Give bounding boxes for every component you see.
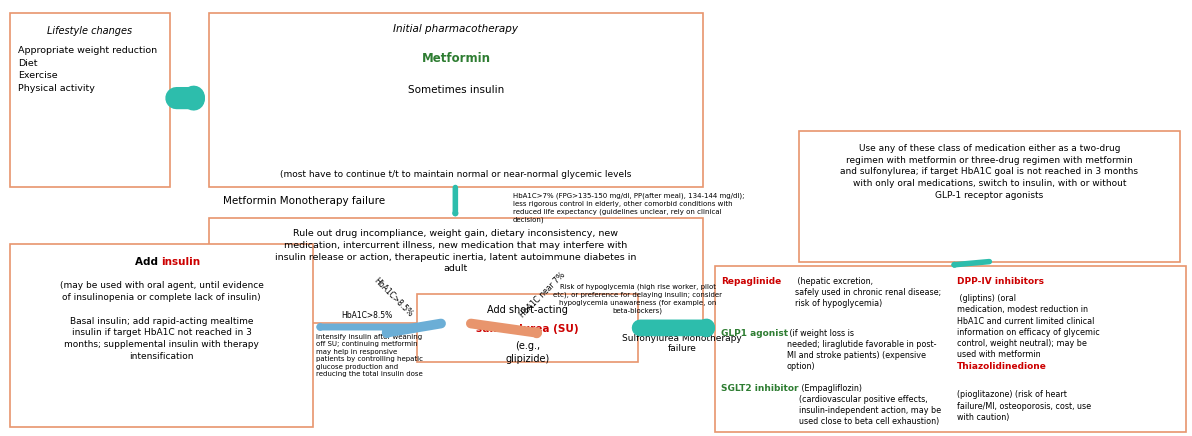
FancyBboxPatch shape (10, 13, 170, 187)
FancyBboxPatch shape (209, 13, 703, 187)
Text: Rule out drug incompliance, weight gain, dietary inconsistency, new
medication, : Rule out drug incompliance, weight gain,… (275, 229, 637, 273)
Text: Initial pharmacotherapy: Initial pharmacotherapy (393, 24, 519, 34)
Text: Sulfonylurea Monotherapy
failure: Sulfonylurea Monotherapy failure (622, 334, 741, 353)
Text: Repaglinide: Repaglinide (721, 277, 782, 286)
Text: Thiazolidinedione: Thiazolidinedione (956, 362, 1047, 371)
Text: Appropriate weight reduction
Diet
Exercise
Physical activity: Appropriate weight reduction Diet Exerci… (18, 46, 157, 93)
FancyBboxPatch shape (209, 218, 703, 323)
Text: HbA1C near 7%: HbA1C near 7% (517, 270, 567, 319)
FancyBboxPatch shape (417, 294, 638, 362)
Text: (if weight loss is
needed; liraglutide favorable in post-
MI and stroke patients: (if weight loss is needed; liraglutide f… (787, 329, 936, 371)
Text: Intensify insulin after weaning
off SU; continuing metformin
may help in respons: Intensify insulin after weaning off SU; … (316, 334, 423, 377)
Text: (Empagliflozin)
(cardiovascular positive effects,
insulin-independent action, ma: (Empagliflozin) (cardiovascular positive… (799, 384, 940, 426)
Text: HbA1C>8.5%: HbA1C>8.5% (342, 311, 392, 320)
Text: (may be used with oral agent, until evidence
of insulinopenia or complete lack o: (may be used with oral agent, until evid… (60, 281, 263, 361)
Text: Add short-acting: Add short-acting (488, 305, 567, 315)
Text: HbA1C>8.5%: HbA1C>8.5% (372, 276, 415, 319)
Text: Lifestyle changes: Lifestyle changes (48, 26, 132, 36)
Text: GLP1 agonist: GLP1 agonist (721, 329, 788, 338)
Text: Sometimes insulin: Sometimes insulin (408, 85, 504, 95)
Text: insulin: insulin (162, 257, 200, 267)
Text: SGLT2 inhibitor: SGLT2 inhibitor (721, 384, 799, 393)
Text: Use any of these class of medication either as a two-drug
regimen with metformin: Use any of these class of medication eit… (840, 144, 1138, 200)
Text: HbA1C>7% (FPG>135-150 mg/dl, PP(after meal), 134-144 mg/dl);
less rigorous contr: HbA1C>7% (FPG>135-150 mg/dl, PP(after me… (513, 193, 744, 223)
Text: (hepatic excretion,
safely used in chronic renal disease;
risk of hypoglycemia): (hepatic excretion, safely used in chron… (795, 277, 942, 308)
FancyBboxPatch shape (799, 131, 1180, 262)
Text: (gliptins) (oral
medication, modest reduction in
HbA1C and current limited clini: (gliptins) (oral medication, modest redu… (956, 294, 1099, 359)
Text: glipizide): glipizide) (505, 354, 550, 364)
Text: Metformin Monotherapy failure: Metformin Monotherapy failure (223, 196, 385, 205)
Text: (most have to continue t/t to maintain normal or near-normal glycemic levels: (most have to continue t/t to maintain n… (280, 170, 632, 179)
FancyBboxPatch shape (10, 244, 313, 427)
Text: DPP-IV inhibitors: DPP-IV inhibitors (956, 277, 1043, 286)
Text: (pioglitazone) (risk of heart
failure/MI, osteoporosis, cost, use
with caution): (pioglitazone) (risk of heart failure/MI… (956, 379, 1091, 422)
Text: Metformin: Metformin (422, 52, 490, 65)
Text: Add: Add (135, 257, 162, 267)
Text: (e.g.,: (e.g., (515, 341, 540, 351)
Text: sulfonylurea (SU): sulfonylurea (SU) (476, 324, 579, 334)
FancyBboxPatch shape (715, 266, 1186, 432)
Text: Risk of hypoglycemia (high rise worker, pilot
etc), or preference for delaying i: Risk of hypoglycemia (high rise worker, … (553, 283, 722, 314)
